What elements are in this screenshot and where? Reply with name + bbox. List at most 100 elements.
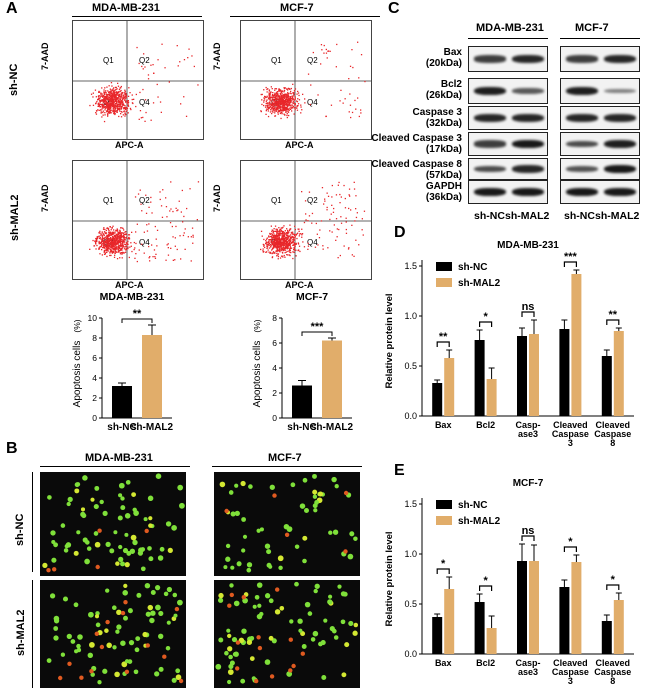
event-dots <box>260 41 366 120</box>
y-tick-label: 0.5 <box>404 361 417 371</box>
wb-band <box>474 165 506 173</box>
wb-band <box>512 113 544 123</box>
legend-label: sh-NC <box>458 500 487 511</box>
bar <box>112 386 132 418</box>
wb-band <box>604 187 636 197</box>
bar <box>613 600 624 654</box>
category-label: 8 <box>610 676 615 686</box>
bar <box>486 379 497 416</box>
y-axis-label: Relative protein level <box>384 531 395 626</box>
legend-swatch <box>436 278 452 287</box>
significance-bracket <box>606 319 620 325</box>
y-tick-label: 10 <box>88 313 98 323</box>
wb-band <box>604 88 636 94</box>
bar <box>444 589 455 654</box>
row-label-nc: sh-NC <box>14 513 26 546</box>
bar <box>613 331 624 416</box>
wb-blot <box>560 106 640 130</box>
significance-label: ** <box>609 309 618 321</box>
significance-label: *** <box>311 321 325 333</box>
flow-plot: Q1Q2Q3Q4 <box>240 20 372 140</box>
category-label: 3 <box>568 438 573 448</box>
wb-blot <box>560 132 640 156</box>
wb-blot <box>468 132 548 156</box>
quadrant-label: Q4 <box>139 98 150 107</box>
flow-title-mcf: MCF-7 <box>280 2 314 14</box>
significance-label: * <box>611 574 616 586</box>
wb-lane-nc: sh-NC <box>564 210 595 222</box>
y-tick-label: 0 <box>272 413 277 423</box>
y-tick-label: 0.5 <box>404 599 417 609</box>
wb-band <box>512 54 544 64</box>
quadrant-label: Q2 <box>307 196 318 205</box>
y-tick-label: 2 <box>92 393 97 403</box>
wb-band <box>566 165 598 173</box>
cell-dots <box>46 582 184 685</box>
wb-lane-mal2: sh-MAL2 <box>505 210 550 222</box>
significance-label: ns <box>522 301 535 313</box>
cell-dots <box>42 473 185 573</box>
category-label: Bcl2 <box>476 658 495 668</box>
micrograph <box>40 580 186 688</box>
wb-title-mda: MDA-MB-231 <box>476 22 544 34</box>
y-tick-label: 1.5 <box>404 499 417 509</box>
flow-ylabel: 7-AAD <box>40 42 50 70</box>
panel-label-c: C <box>388 0 400 17</box>
wb-blot <box>468 180 548 204</box>
chart-title: MDA-MB-231 <box>100 291 165 303</box>
flow-ylabel: 7-AAD <box>40 184 50 212</box>
bar <box>474 340 485 416</box>
category-label: sh-MAL2 <box>311 422 354 433</box>
cell-dots <box>215 581 359 685</box>
title-underline <box>72 16 202 17</box>
wb-band <box>566 187 598 197</box>
bar <box>529 334 539 416</box>
event-dots <box>260 181 366 260</box>
significance-bracket <box>606 584 620 590</box>
quadrant-label: Q2 <box>139 56 150 65</box>
wb-band <box>474 113 506 123</box>
flow-ylabel: 7-AAD <box>212 184 222 212</box>
wb-band <box>604 164 636 174</box>
wb-protein-label: Caspase 3 (32kDa) <box>412 107 462 129</box>
significance-bracket <box>436 341 450 347</box>
category-label: Bax <box>435 658 452 668</box>
micro-title-mcf: MCF-7 <box>268 452 302 464</box>
y-axis-label: Apoptosis cells <box>72 341 83 408</box>
flow-plot: Q1Q2Q3Q4 <box>72 160 204 280</box>
title-underline <box>230 16 380 17</box>
apoptosis-chart-mcf: MCF-7 0 2 4 6 8 Apoptosis cells (%) sh-NCsh-MAL2… <box>252 291 354 433</box>
wb-band <box>604 54 636 64</box>
bar <box>322 340 342 418</box>
event-dots <box>89 181 200 263</box>
wb-blot <box>468 46 548 72</box>
bar <box>529 561 539 654</box>
wb-blot <box>560 180 640 204</box>
y-tick-label: 1.5 <box>404 261 417 271</box>
row-bracket <box>32 580 33 688</box>
flow-xlabel: APC-A <box>115 280 144 290</box>
wb-band <box>474 187 506 197</box>
flow-xlabel: APC-A <box>285 280 314 290</box>
y-tick-label: 6 <box>92 353 97 363</box>
flow-xlabel: APC-A <box>115 140 144 150</box>
wb-band <box>512 187 544 197</box>
wb-lane-nc: sh-NC <box>474 210 505 222</box>
flow-plot: Q1Q2Q3Q4 <box>240 160 372 280</box>
micro-title-mda: MDA-MB-231 <box>85 452 153 464</box>
bar <box>292 385 312 418</box>
quadrant-label: Q4 <box>139 238 150 247</box>
micrograph <box>214 580 360 688</box>
category-label: sh-MAL2 <box>131 422 174 433</box>
significance-bracket <box>479 321 493 327</box>
y-axis-label: Apoptosis cells <box>252 341 263 408</box>
y-tick-label: 0.0 <box>404 649 417 659</box>
legend-swatch <box>436 516 452 525</box>
panel-label-e: E <box>394 462 405 479</box>
flow-xlabel: APC-A <box>285 140 314 150</box>
category-label: Casp- <box>515 420 540 430</box>
wb-protein-label: GAPDH (36kDa) <box>425 181 462 203</box>
bar <box>444 358 455 416</box>
y-axis-unit: (%) <box>72 319 82 332</box>
category-label: Cleaved <box>553 420 588 430</box>
